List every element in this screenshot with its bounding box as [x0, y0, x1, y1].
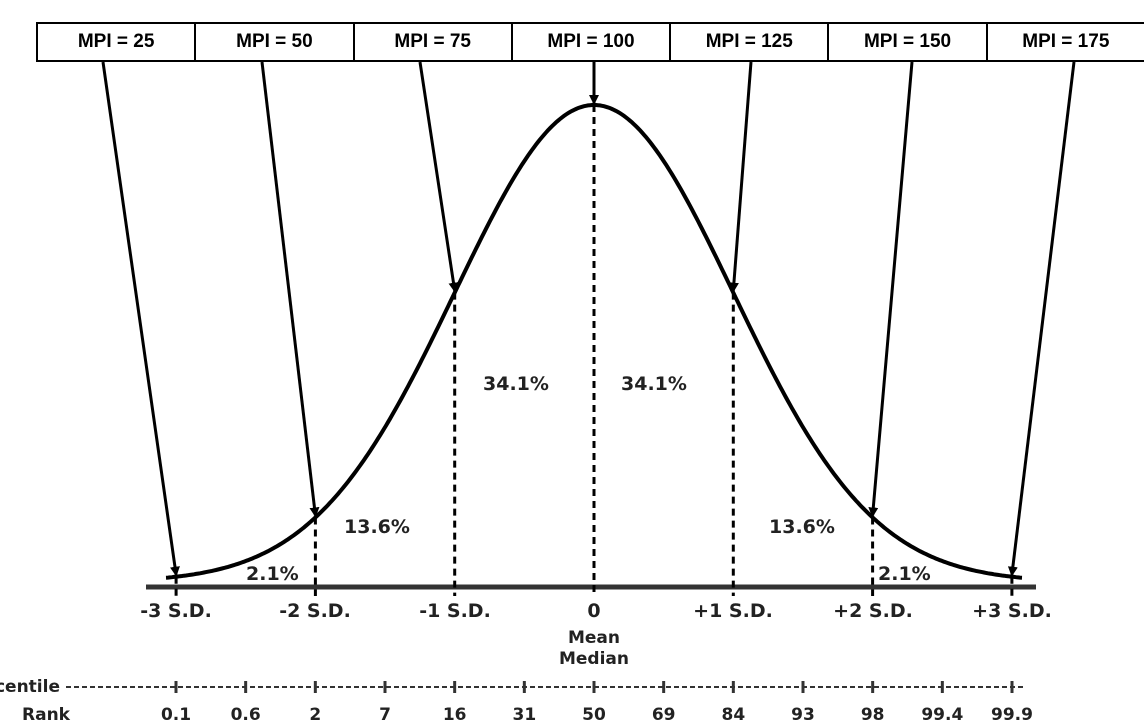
mpi-header-row: MPI = 25 MPI = 50 MPI = 75 MPI = 100 MPI…: [36, 22, 1144, 62]
rank-title: Rank: [22, 705, 71, 725]
sd-label-zero: 0: [587, 600, 600, 622]
pct-left-tail: 2.1%: [246, 563, 299, 585]
mpi-box-75: MPI = 75: [352, 22, 513, 62]
percentile-rank-label: 31: [512, 705, 536, 725]
pct-right-center: 34.1%: [621, 373, 687, 395]
pct-left-mid: 13.6%: [344, 516, 410, 538]
median-label: Median: [559, 649, 629, 669]
percentile-title: Percentile: [0, 677, 60, 697]
percentile-ticks: 0.1 0.6 2 7 16 31 50 69 84 93 98 99.4 99.9: [161, 681, 1033, 725]
mean-label: Mean: [568, 628, 620, 648]
percentile-rank-label: 16: [443, 705, 467, 725]
sd-label-plus3: +3 S.D.: [972, 600, 1052, 622]
pct-right-tail: 2.1%: [878, 563, 931, 585]
sd-label-minus1: -1 S.D.: [419, 600, 491, 622]
mpi-box-50: MPI = 50: [194, 22, 355, 62]
percentile-rank-label: 7: [379, 705, 391, 725]
arrow-mpi-25: [101, 61, 180, 577]
mpi-box-150: MPI = 150: [827, 22, 988, 62]
arrow-mpi-125: [728, 61, 753, 293]
percentile-rank-label: 84: [721, 705, 745, 725]
arrow-mpi-175: [1007, 61, 1076, 577]
sd-label-minus3: -3 S.D.: [140, 600, 212, 622]
arrow-mpi-50: [260, 61, 320, 518]
sd-label-plus1: +1 S.D.: [693, 600, 773, 622]
mpi-box-100: MPI = 100: [510, 22, 672, 62]
percentile-rank-label: 93: [791, 705, 815, 725]
pct-right-mid: 13.6%: [769, 516, 835, 538]
mpi-arrows: [101, 61, 1076, 577]
percentile-rank-label: 0.6: [231, 705, 261, 725]
percentile-rank-label: 99.4: [921, 705, 963, 725]
pct-left-center: 34.1%: [483, 373, 549, 395]
arrow-mpi-75: [418, 61, 459, 293]
sd-label-minus2: -2 S.D.: [279, 600, 351, 622]
sd-dashed-lines: [174, 105, 1014, 596]
percentile-rank-label: 2: [309, 705, 321, 725]
sd-label-plus2: +2 S.D.: [833, 600, 913, 622]
arrow-mpi-150: [868, 61, 914, 518]
percentile-rank-label: 50: [582, 705, 606, 725]
percentile-rank-label: 0.1: [161, 705, 191, 725]
percentile-rank-label: 98: [861, 705, 885, 725]
mpi-box-25: MPI = 25: [36, 22, 197, 62]
mpi-box-175: MPI = 175: [985, 22, 1144, 62]
percentile-rank-label: 69: [652, 705, 676, 725]
percentile-rank-label: 99.9: [991, 705, 1033, 725]
mpi-box-125: MPI = 125: [669, 22, 830, 62]
